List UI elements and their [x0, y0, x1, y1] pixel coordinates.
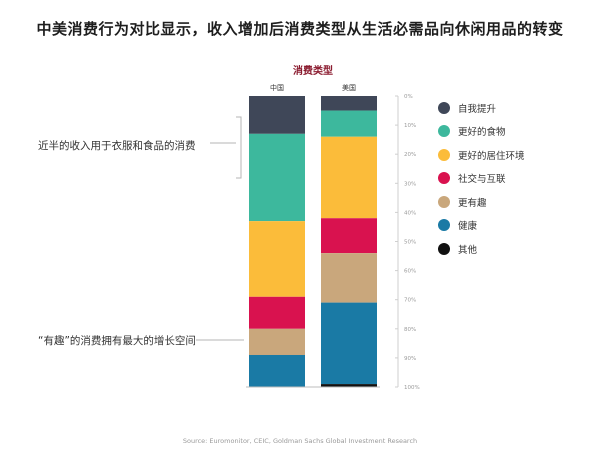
legend-item: 自我提升 — [438, 96, 525, 120]
legend-swatch — [438, 195, 450, 208]
y-axis: 0% 10% 20% 30% 40% 50% 60% 70% 80% 90% 100% — [246, 94, 420, 391]
legend-label: 健康 — [458, 221, 478, 233]
y-tick-label: 30% — [404, 181, 416, 187]
bar-segment-1-3 — [321, 218, 377, 254]
bar-segment-0-4 — [249, 328, 305, 355]
annotation-top: 近半的收入用于衣服和食品的消费 — [38, 140, 196, 152]
bar-segment-1-6 — [321, 384, 377, 387]
page-title: 中美消费行为对比显示，收入增加后消费类型从生活必需品向休闲用品的转变 — [36, 20, 564, 38]
category-label: 美国 — [342, 83, 356, 92]
legend-label: 更好的食物 — [458, 127, 506, 139]
y-tick-label: 60% — [404, 269, 416, 275]
legend-swatch — [438, 125, 450, 138]
y-tick-label: 10% — [404, 123, 416, 129]
chart-title: 消费类型 — [293, 64, 333, 77]
legend-label: 社交与互联 — [458, 174, 506, 186]
bar-segment-0-2 — [249, 221, 305, 297]
legend-swatch — [438, 101, 450, 114]
legend-item: 更好的居住环境 — [438, 143, 525, 167]
y-tick-label: 0% — [404, 94, 413, 100]
bar-segment-1-4 — [321, 253, 377, 303]
legend-swatch — [438, 172, 450, 185]
legend-swatch — [438, 242, 450, 255]
bar-segment-0-3 — [249, 296, 305, 329]
bar-segment-0-1 — [249, 133, 305, 222]
y-tick-label: 90% — [404, 356, 416, 362]
legend-item: 其他 — [438, 237, 525, 261]
y-tick-label: 50% — [404, 240, 416, 246]
bar-segment-1-1 — [321, 110, 377, 137]
legend-label: 自我提升 — [458, 103, 497, 115]
legend-swatch — [438, 219, 450, 232]
bars-group — [249, 96, 377, 387]
source-note: Source: Euromonitor, CEIC, Goldman Sachs… — [182, 437, 418, 445]
annotation-bottom: “有趣”的消费拥有最大的增长空间 — [38, 335, 196, 347]
bar-segment-0-5 — [249, 354, 305, 387]
legend-swatch — [438, 148, 450, 161]
category-labels: 中国 美国 — [270, 83, 356, 92]
bracket-top — [236, 116, 242, 179]
legend-label: 更好的居住环境 — [458, 150, 525, 162]
y-tick-label: 80% — [404, 327, 416, 333]
bar-segment-1-5 — [321, 302, 377, 385]
bar-segment-1-0 — [321, 96, 377, 111]
legend-item: 社交与互联 — [438, 167, 525, 191]
bar-segment-1-2 — [321, 136, 377, 219]
legend-item: 健康 — [438, 214, 525, 238]
legend-label: 其他 — [458, 244, 478, 256]
y-tick-label: 70% — [404, 298, 416, 304]
legend-item: 更有趣 — [438, 190, 525, 214]
category-label: 中国 — [270, 83, 284, 92]
y-tick-label: 40% — [404, 210, 416, 216]
y-tick-label: 100% — [404, 385, 420, 391]
legend-label: 更有趣 — [458, 197, 487, 209]
legend-item: 更好的食物 — [438, 120, 525, 144]
annotation-brackets — [196, 116, 244, 341]
legend: 自我提升更好的食物更好的居住环境 社交与互联更有趣健康其他 — [438, 96, 525, 261]
y-tick-label: 20% — [404, 152, 416, 158]
bar-segment-0-0 — [249, 96, 305, 134]
